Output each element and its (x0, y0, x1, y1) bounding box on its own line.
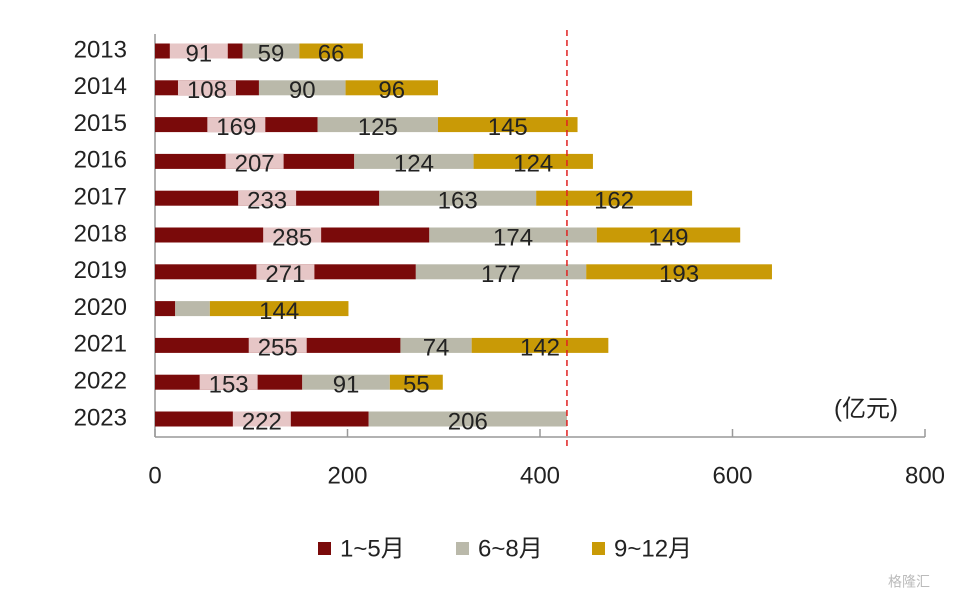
data-label: 285 (272, 224, 312, 251)
legend-swatch (456, 542, 469, 555)
label-background (248, 337, 307, 353)
data-label: 124 (394, 151, 434, 178)
bar-segment (536, 190, 693, 206)
watermark: 格隆汇 (888, 574, 930, 590)
bar-segment (209, 301, 349, 317)
legend-label: 6~8月 (478, 535, 543, 562)
y-tick-label: 2019 (74, 257, 127, 284)
bar-segment (242, 43, 300, 59)
bar-segment (400, 337, 472, 353)
data-label: 233 (247, 188, 287, 215)
label-background (256, 264, 315, 280)
data-label: 144 (259, 298, 299, 325)
bar-segment (258, 80, 346, 96)
data-label: 255 (258, 335, 298, 362)
x-tick-label: 600 (712, 462, 752, 489)
bar-segment (596, 227, 741, 243)
data-label: 206 (448, 408, 488, 435)
data-label: 142 (520, 335, 560, 362)
data-label: 169 (216, 114, 256, 141)
bar-segment (175, 301, 210, 317)
data-label: 193 (659, 261, 699, 288)
data-label: 177 (481, 261, 521, 288)
data-label: 163 (438, 188, 478, 215)
bar-segment (317, 117, 438, 133)
x-tick-label: 800 (905, 462, 945, 489)
bar-segment (415, 264, 587, 280)
x-tick-label: 0 (148, 462, 161, 489)
legend-swatch (318, 542, 331, 555)
bar-segment (379, 190, 537, 206)
y-tick-label: 2018 (74, 220, 127, 247)
data-label: 174 (493, 224, 533, 251)
y-tick-label: 2020 (74, 294, 127, 321)
data-label: 91 (185, 40, 212, 67)
data-label: 108 (187, 77, 227, 104)
bar-segment (429, 227, 597, 243)
label-background (225, 153, 284, 169)
bar-segment (389, 374, 443, 390)
bar-segment (473, 153, 593, 169)
bar-segment (471, 337, 609, 353)
label-background (238, 190, 297, 206)
x-tick-label: 200 (327, 462, 367, 489)
data-label: 91 (333, 372, 360, 399)
data-label: 222 (242, 408, 282, 435)
bar-segment (302, 374, 390, 390)
x-tick-label: 400 (520, 462, 560, 489)
y-tick-label: 2014 (74, 73, 127, 100)
data-label: 145 (488, 114, 528, 141)
bar-segment (586, 264, 772, 280)
bar-segment (437, 117, 578, 133)
bar-segment (345, 80, 438, 96)
legend-label: 1~5月 (340, 535, 405, 562)
data-label: 55 (403, 372, 430, 399)
label-background (232, 411, 291, 427)
y-tick-label: 2013 (74, 36, 127, 63)
bar-segment (354, 153, 474, 169)
label-background (207, 117, 266, 133)
data-label: 162 (594, 188, 634, 215)
y-tick-label: 2023 (74, 404, 127, 431)
label-background (199, 374, 258, 390)
data-label: 207 (235, 151, 275, 178)
bar-segment (155, 301, 176, 317)
data-label: 125 (358, 114, 398, 141)
bar-segment (299, 43, 363, 59)
label-background (177, 80, 236, 96)
data-label: 66 (318, 40, 345, 67)
legend-label: 9~12月 (614, 535, 692, 562)
y-tick-label: 2021 (74, 331, 127, 358)
data-label: 149 (648, 224, 688, 251)
label-background (263, 227, 322, 243)
legend-swatch (592, 542, 605, 555)
y-tick-label: 2017 (74, 184, 127, 211)
data-label: 59 (258, 40, 285, 67)
data-label: 153 (209, 372, 249, 399)
data-label: 271 (265, 261, 305, 288)
data-label: 74 (423, 335, 450, 362)
data-label: 96 (378, 77, 405, 104)
y-tick-label: 2015 (74, 110, 127, 137)
y-tick-label: 2022 (74, 368, 127, 395)
data-label: 124 (513, 151, 553, 178)
data-label: 90 (289, 77, 316, 104)
unit-label: (亿元) (834, 395, 898, 422)
y-tick-label: 2016 (74, 147, 127, 174)
label-background (169, 43, 228, 59)
bar-segment (368, 411, 567, 427)
